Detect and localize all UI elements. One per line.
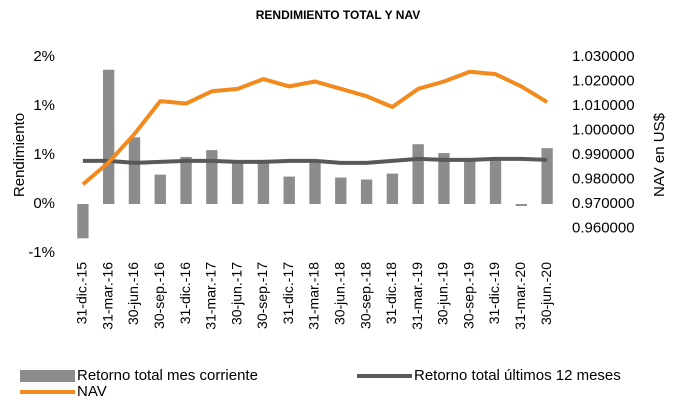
x-tick-label: 31-dic.-17 (280, 262, 296, 324)
y-tick-label: 0% (33, 195, 55, 212)
bar (335, 177, 347, 204)
bar (206, 150, 218, 204)
x-tick-label: 30-sep.-19 (460, 262, 476, 329)
bar (128, 137, 141, 204)
y2-axis-label: NAV en US$ (651, 112, 668, 197)
bar (515, 204, 527, 206)
line (81, 69, 549, 186)
x-tick-label: 31-mar.-19 (409, 262, 425, 330)
legend-label: Retorno total mes corriente (77, 367, 258, 384)
bar (283, 176, 295, 204)
bar (412, 144, 424, 204)
bar (309, 159, 321, 204)
y2-tick-label: 1.010000 (572, 97, 635, 114)
x-tick-label: 31-mar.-18 (306, 262, 322, 330)
y-tick-label: 1% (33, 146, 55, 163)
y2-tick-label: 1.030000 (572, 48, 635, 65)
legend-label: Retorno total últimos 12 meses (414, 367, 621, 384)
y-tick-label: -1% (28, 244, 55, 261)
y-tick-label: 2% (33, 48, 55, 65)
y2-tick-label: 1.020000 (572, 72, 635, 89)
x-tick-label: 31-dic.-15 (74, 262, 90, 324)
bar (489, 156, 502, 204)
x-tick-label: 31-dic.-16 (177, 262, 193, 324)
x-tick-label: 31-dic.-18 (383, 262, 399, 324)
bar (231, 162, 244, 204)
x-tick-label: 30-jun.-17 (228, 262, 244, 325)
y2-tick-label: 1.000000 (572, 121, 635, 138)
line (82, 156, 548, 165)
bar (541, 148, 553, 204)
x-tick-label: 30-jun.-16 (125, 262, 141, 325)
bar (180, 156, 192, 204)
x-tick-label: 31-dic.-19 (486, 262, 502, 324)
bar (103, 69, 115, 205)
bar (360, 179, 373, 204)
bar (464, 159, 476, 204)
y-tick-label: 1% (33, 97, 55, 114)
y-axis-label: Rendimiento (11, 113, 28, 197)
x-tick-label: 31-mar.-17 (203, 262, 219, 330)
y2-tick-label: 0.980000 (572, 170, 635, 187)
chart-title: RENDIMIENTO TOTAL Y NAV (256, 8, 420, 22)
x-tick-label: 30-jun.-19 (435, 262, 451, 325)
bar (154, 174, 166, 204)
bar (77, 204, 89, 239)
x-tick-label: 30-jun.-18 (331, 262, 347, 325)
x-tick-label: 30-sep.-18 (357, 262, 373, 329)
x-tick-label: 30-sep.-17 (254, 262, 270, 329)
bar (257, 159, 270, 204)
y2-tick-label: 0.970000 (572, 195, 635, 212)
bar (438, 153, 450, 204)
legend-swatch (20, 370, 75, 382)
x-tick-label: 30-sep.-16 (151, 262, 167, 329)
x-tick-label: 30-jun.-20 (538, 262, 554, 325)
y2-tick-label: 0.990000 (572, 146, 635, 163)
x-tick-label: 31-mar.-16 (99, 262, 115, 330)
x-tick-label: 31-mar.-20 (512, 262, 528, 330)
legend-label: NAV (77, 383, 107, 400)
y2-tick-label: 0.960000 (572, 219, 635, 236)
bar (386, 173, 399, 204)
